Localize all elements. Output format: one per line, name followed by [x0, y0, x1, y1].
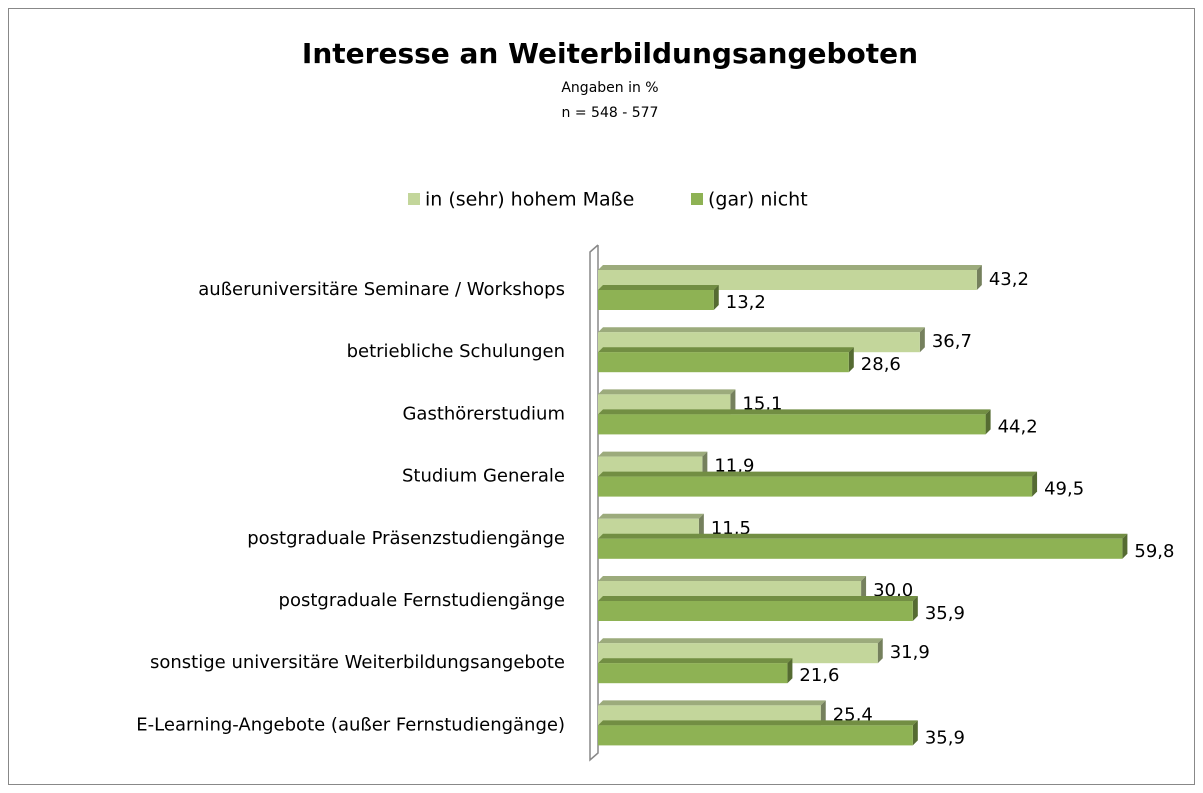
bar-side	[861, 576, 867, 601]
data-label: 30,0	[873, 580, 913, 601]
y-tick-label: betriebliche Schulungen	[347, 341, 565, 362]
bar	[598, 663, 788, 684]
bar-top	[598, 451, 708, 457]
data-label: 43,2	[989, 269, 1029, 290]
y-tick-label: außeruniversitäre Seminare / Workshops	[198, 279, 565, 300]
bar-side	[919, 327, 925, 353]
legend-label: (gar) nicht	[708, 189, 808, 211]
bar-side	[848, 347, 854, 373]
y-tick-label: postgraduale Präsenzstudiengänge	[247, 528, 565, 549]
bar-side	[877, 638, 883, 664]
chart-subtitle: n = 548 - 577	[562, 105, 659, 121]
bar-side	[713, 285, 719, 310]
bar	[598, 414, 986, 435]
bar-side	[730, 389, 736, 415]
bar-top	[598, 513, 704, 519]
y-tick-label: sonstige universitäre Weiterbildungsange…	[150, 652, 565, 673]
data-label: 44,2	[998, 416, 1038, 437]
bar-side	[820, 700, 826, 726]
bar-top	[598, 596, 918, 601]
bar-top	[598, 658, 793, 664]
data-label: 49,5	[1044, 479, 1084, 500]
bar-side	[787, 658, 793, 684]
data-label: 15,1	[742, 393, 782, 414]
bar	[598, 352, 849, 373]
bar-side	[698, 513, 704, 539]
y-tick-label: Gasthörerstudium	[402, 403, 565, 424]
data-label: 35,9	[925, 727, 965, 748]
bar	[598, 538, 1123, 559]
bar	[598, 290, 714, 310]
bar-top	[598, 389, 736, 395]
bar-top	[598, 265, 982, 270]
bar-top	[598, 285, 719, 290]
bar-side	[912, 596, 918, 621]
chart-subtitle: Angaben in %	[561, 80, 658, 96]
data-label: 11,5	[711, 518, 751, 539]
data-label: 28,6	[861, 354, 901, 375]
bar	[598, 476, 1033, 497]
y-tick-label: postgraduale Fernstudiengänge	[279, 590, 565, 611]
chart-title: Interesse an Weiterbildungsangeboten	[302, 37, 918, 70]
legend-swatch	[691, 193, 703, 205]
bar-top	[598, 700, 826, 706]
data-label: 25,4	[833, 704, 873, 725]
y-tick-label: Studium Generale	[402, 466, 565, 487]
legend-label: in (sehr) hohem Maße	[425, 189, 634, 211]
data-label: 36,7	[932, 331, 972, 352]
bar-side	[702, 451, 708, 477]
axis-wall	[589, 244, 599, 762]
bar-top	[598, 471, 1038, 477]
bar-side	[976, 265, 982, 290]
bar	[598, 725, 913, 746]
bar-top	[598, 533, 1128, 539]
bar	[598, 601, 913, 621]
bar-top	[598, 720, 918, 726]
bar-side	[985, 409, 991, 435]
bar-side	[1122, 533, 1128, 559]
bar-top	[598, 576, 867, 581]
legend-swatch	[408, 193, 420, 205]
bar-top	[598, 638, 883, 644]
bar-side	[1032, 471, 1038, 497]
bar-top	[598, 347, 854, 353]
data-label: 35,9	[925, 603, 965, 624]
data-label: 13,2	[726, 292, 766, 313]
bar-side	[912, 720, 918, 746]
data-label: 59,8	[1134, 541, 1174, 562]
y-tick-label: E-Learning-Angebote (außer Fernstudiengä…	[136, 714, 565, 735]
bar-top	[598, 409, 991, 415]
data-label: 31,9	[890, 642, 930, 663]
bar-top	[598, 327, 925, 333]
data-label: 21,6	[799, 665, 839, 686]
data-label: 11,9	[714, 456, 754, 477]
